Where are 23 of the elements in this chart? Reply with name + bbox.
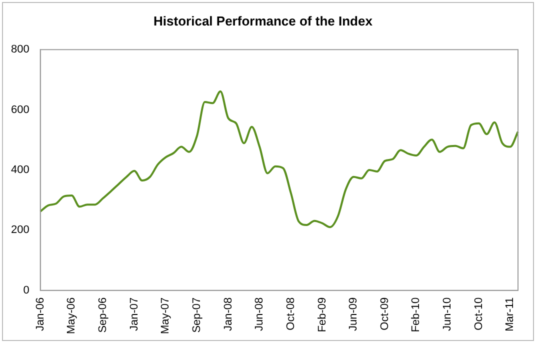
y-tick-label: 0: [23, 284, 30, 296]
x-tick-label: Jun-10: [442, 297, 454, 331]
y-tick-label: 200: [10, 224, 30, 236]
chart-title: Historical Performance of the Index: [154, 13, 374, 28]
x-tick-label: Feb-10: [410, 297, 422, 332]
x-tick-label: Jan-06: [34, 297, 46, 331]
y-tick-label: 600: [10, 104, 30, 116]
line-series: [39, 90, 519, 228]
y-tick-label: 400: [10, 164, 30, 176]
x-tick-label: Jun-09: [348, 297, 360, 331]
x-tick-label: Jan-07: [128, 297, 140, 331]
y-tick-label: 800: [10, 44, 30, 56]
x-tick-label: Oct-08: [284, 297, 297, 330]
x-tick-label: Sep-07: [190, 297, 203, 333]
x-tick-label: May-06: [66, 297, 78, 334]
x-tick-label: Oct-10: [472, 297, 485, 330]
x-tick-label: Oct-09: [378, 297, 391, 330]
x-tick-label: Feb-09: [316, 297, 328, 332]
x-tick-label: Sep-06: [97, 297, 110, 333]
x-tick-label: May-07: [160, 297, 172, 334]
x-tick-label: Jan-08: [222, 297, 234, 331]
x-tick-label: Jun-08: [254, 297, 266, 331]
x-tick-label: Mar-11: [504, 297, 516, 332]
